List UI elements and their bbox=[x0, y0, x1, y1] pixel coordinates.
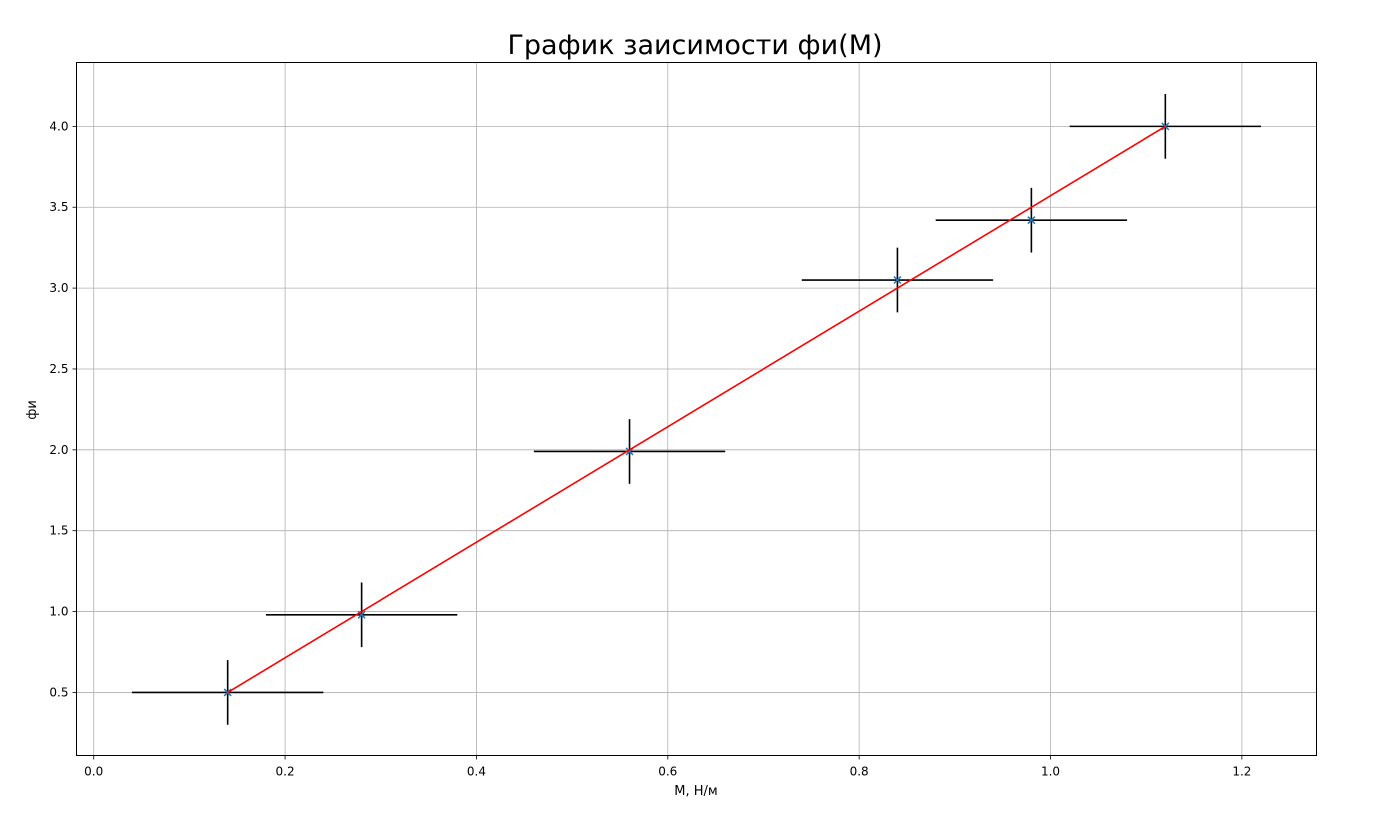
data-point bbox=[265, 582, 458, 648]
x-tick-label: 0.6 bbox=[658, 765, 677, 779]
data-point bbox=[131, 660, 324, 725]
y-axis-ticks: 0.5 1.0 1.5 2.0 2.5 3.0 3.5 4.0 bbox=[49, 119, 77, 699]
chart-title: График заисимости фи(M) bbox=[507, 30, 882, 61]
data-point bbox=[533, 419, 726, 484]
point-marker bbox=[357, 610, 366, 619]
plot-area bbox=[131, 94, 1262, 725]
point-marker bbox=[893, 275, 902, 285]
data-point bbox=[801, 247, 994, 313]
fit-line bbox=[227, 125, 1166, 694]
x-tick-label: 0.2 bbox=[276, 765, 295, 779]
y-tick-label: 1.5 bbox=[49, 524, 68, 538]
y-tick-label: 4.0 bbox=[49, 119, 68, 133]
y-tick-label: 1.0 bbox=[49, 605, 68, 619]
x-tick-label: 0.4 bbox=[467, 765, 486, 779]
x-tick-label: 1.2 bbox=[1232, 765, 1251, 779]
y-tick-label: 3.5 bbox=[49, 200, 68, 214]
grid bbox=[76, 62, 1317, 756]
x-tick-label: 0.0 bbox=[84, 765, 103, 779]
x-axis-label: M, Н/м bbox=[674, 784, 717, 799]
x-tick-label: 1.0 bbox=[1041, 765, 1060, 779]
y-tick-label: 2.5 bbox=[49, 362, 68, 376]
y-axis-label: фи bbox=[25, 400, 40, 420]
axes-frame bbox=[76, 62, 1317, 756]
point-marker bbox=[1027, 216, 1036, 225]
x-axis-ticks: 0.0 0.2 0.4 0.6 0.8 1.0 1.2 bbox=[84, 755, 1251, 779]
y-tick-label: 0.5 bbox=[49, 685, 68, 699]
y-tick-label: 3.0 bbox=[49, 281, 68, 295]
x-tick-label: 0.8 bbox=[850, 765, 869, 779]
data-point bbox=[935, 187, 1128, 253]
y-tick-label: 2.0 bbox=[49, 443, 68, 457]
